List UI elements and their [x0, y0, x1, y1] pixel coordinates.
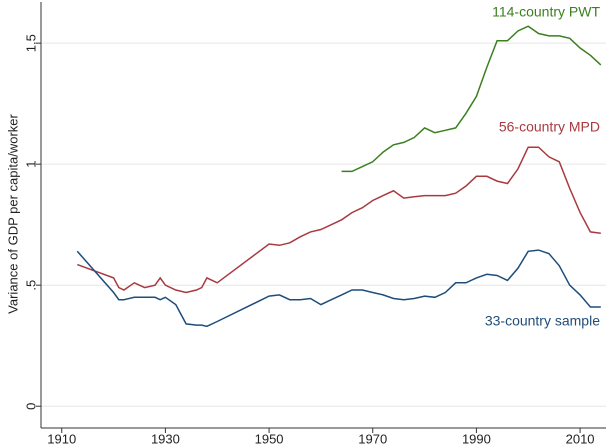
- x-tick-label: 1950: [255, 431, 284, 445]
- x-tick-label: 1930: [151, 431, 180, 445]
- series-line: [341, 25, 602, 173]
- series-line: [76, 249, 601, 328]
- y-axis-title: Variance of GDP per capita/worker: [5, 113, 20, 313]
- y-tick-label: 1: [23, 161, 38, 168]
- series-label: 114-country PWT: [492, 4, 600, 20]
- y-tick-label: .5: [23, 280, 38, 291]
- series-line: [77, 146, 601, 294]
- x-tick-label: 1990: [462, 431, 491, 445]
- x-tick-label: 2010: [566, 431, 595, 445]
- y-tick-label: 1.5: [23, 34, 38, 52]
- series-label: 33-country sample: [485, 313, 600, 329]
- x-tick-label: 1970: [358, 431, 387, 445]
- y-tick-label: 0: [23, 403, 38, 410]
- x-tick-label: 1910: [47, 431, 76, 445]
- series-label: 56-country MPD: [499, 119, 600, 135]
